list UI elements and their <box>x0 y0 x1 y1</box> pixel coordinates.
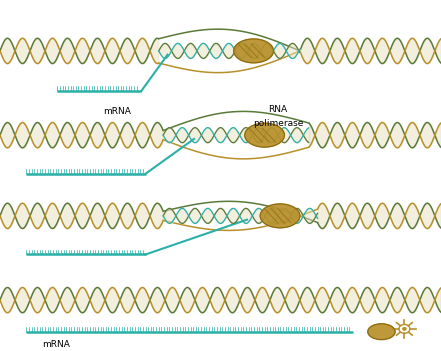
Ellipse shape <box>368 324 395 340</box>
Ellipse shape <box>245 123 284 147</box>
Circle shape <box>403 327 406 330</box>
Text: RNA: RNA <box>268 105 288 114</box>
Ellipse shape <box>234 39 273 63</box>
Ellipse shape <box>260 204 300 228</box>
Text: polimerase: polimerase <box>253 119 303 128</box>
Text: mRNA: mRNA <box>42 340 70 349</box>
Text: mRNA: mRNA <box>103 107 131 116</box>
